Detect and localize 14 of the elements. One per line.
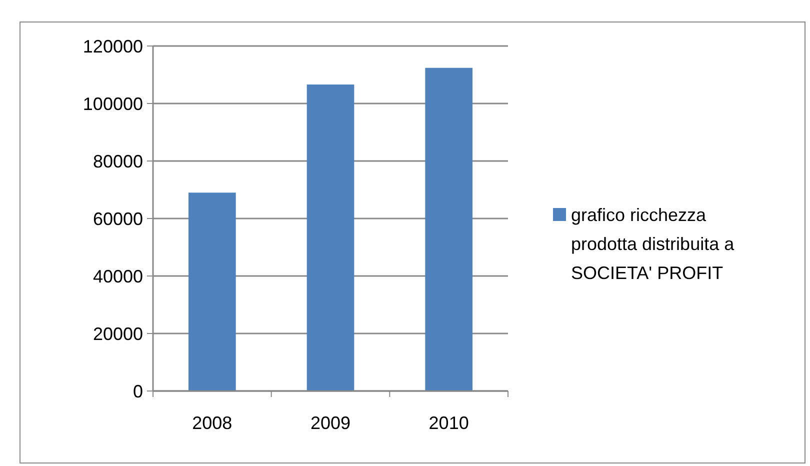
y-tick-label: 0 [132,381,143,402]
y-tick-label: 80000 [92,151,143,172]
x-tick-label: 2009 [310,413,351,433]
legend-label: grafico ricchezza prodotta distribuita a SOCIETA' PROFIT [571,205,736,283]
bar [188,192,236,391]
bar [306,84,354,391]
y-tick-label: 40000 [92,266,143,286]
x-tick-label: 2010 [428,413,469,433]
y-tick-label: 60000 [92,208,143,229]
y-tick-label: 20000 [92,324,143,344]
bar [425,68,472,391]
y-tick-label: 100000 [82,94,143,114]
x-tick-label: 2008 [192,413,232,433]
y-tick-label: 120000 [82,36,143,56]
